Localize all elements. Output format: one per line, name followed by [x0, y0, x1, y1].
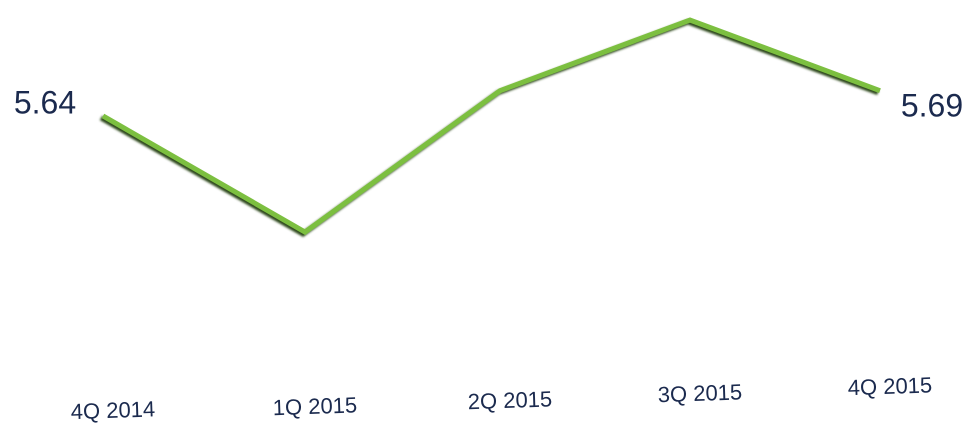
x-tick-label: 4Q 2014	[70, 396, 155, 424]
data-label: 5.64	[14, 84, 76, 120]
x-tick-label: 2Q 2015	[467, 386, 552, 414]
x-tick-label: 3Q 2015	[657, 379, 742, 407]
x-tick-label: 4Q 2015	[847, 372, 932, 400]
data-label: 5.69	[901, 87, 963, 123]
line	[101, 17, 881, 235]
x-tick-label: 1Q 2015	[272, 392, 357, 420]
